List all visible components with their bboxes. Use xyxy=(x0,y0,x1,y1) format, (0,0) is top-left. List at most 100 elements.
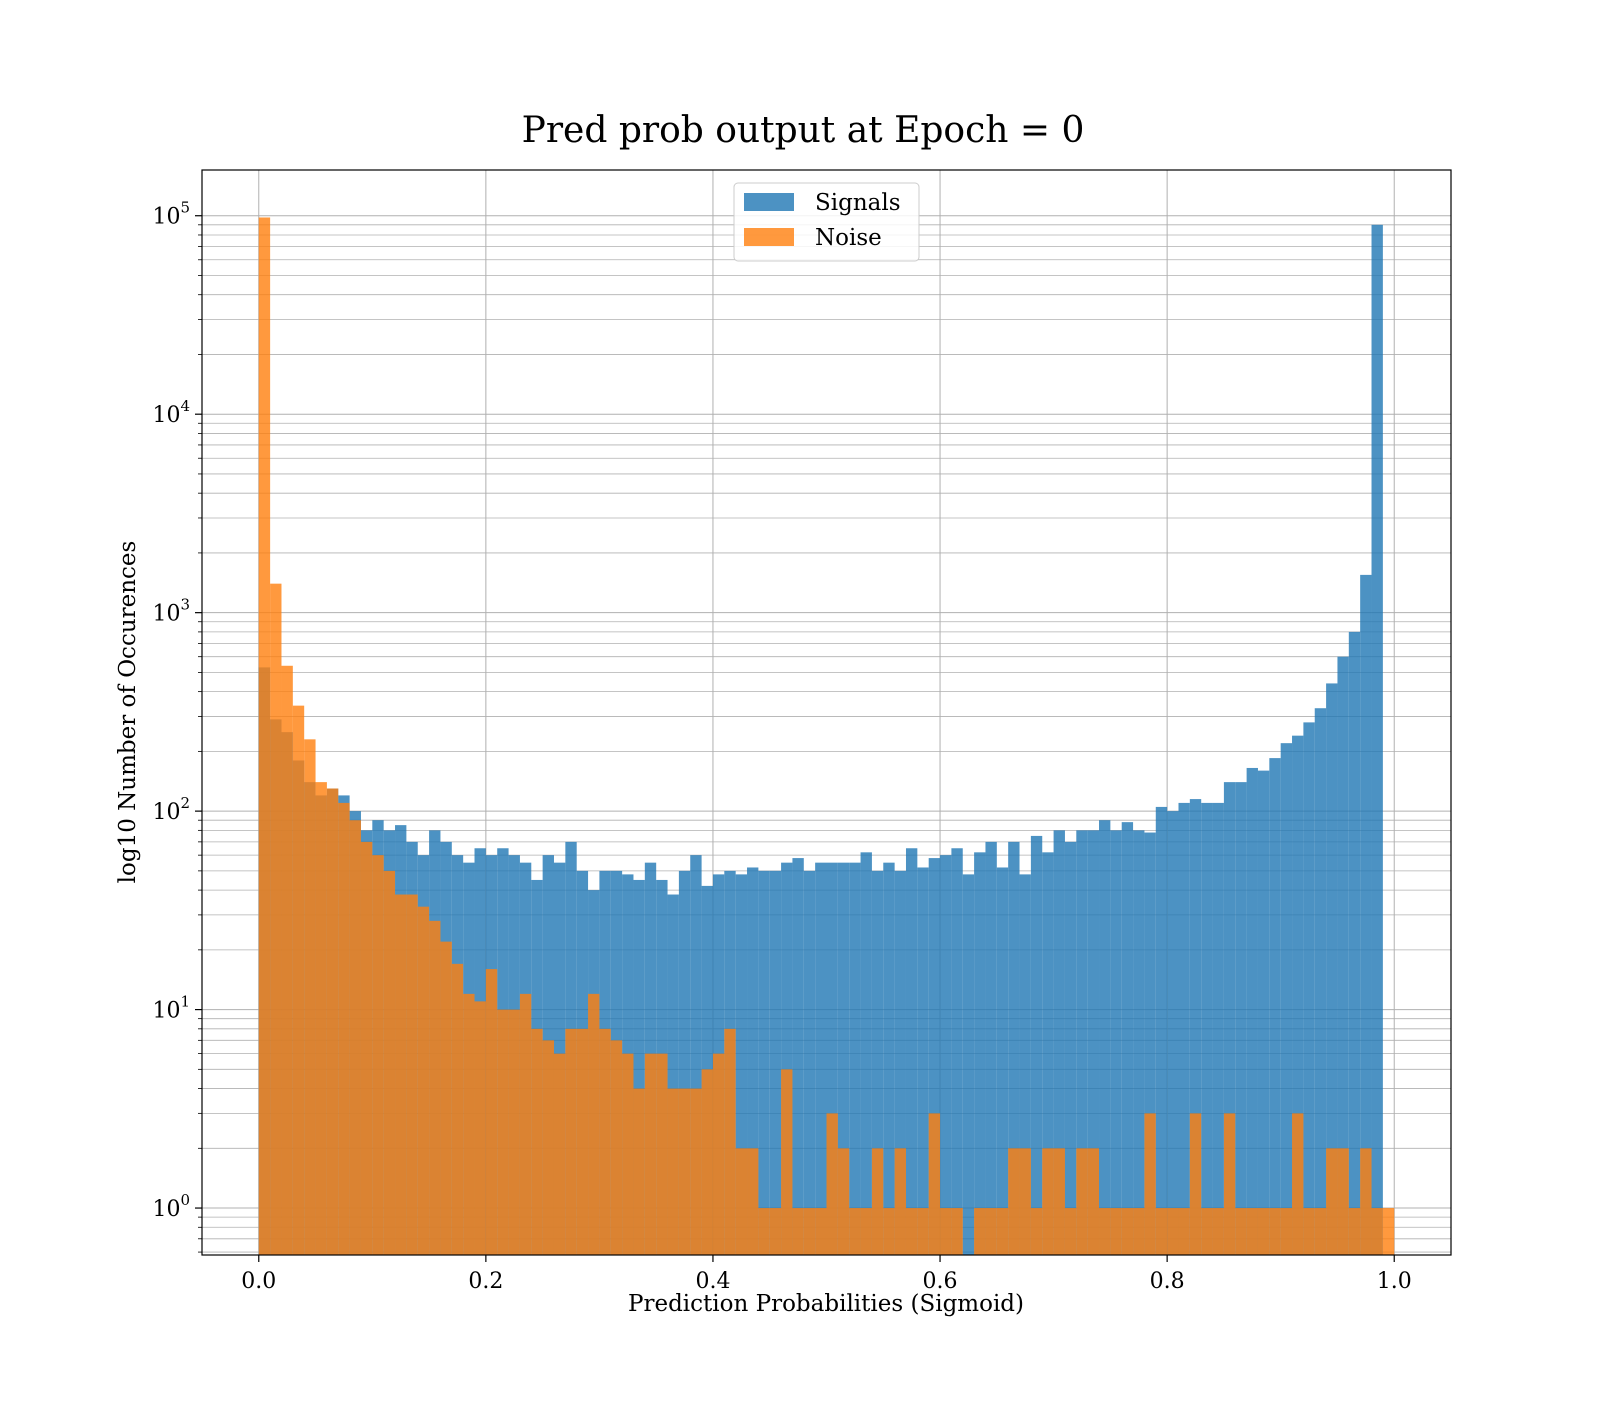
x-tick-label: 0.6 xyxy=(923,1269,958,1294)
histogram-bar xyxy=(985,841,997,1255)
histogram-bar xyxy=(508,1009,520,1255)
histogram-bar xyxy=(1201,1208,1213,1255)
histogram-bar xyxy=(1076,1148,1088,1255)
histogram-bar xyxy=(429,920,441,1255)
histogram-bar xyxy=(1371,224,1383,1256)
histogram-bar xyxy=(1212,802,1224,1255)
histogram-bar xyxy=(996,1208,1009,1255)
histogram-bar xyxy=(815,1208,827,1255)
histogram-bar xyxy=(951,848,963,1255)
histogram-bar xyxy=(565,1028,577,1255)
histogram-bar xyxy=(974,1208,986,1255)
histogram-bar xyxy=(1087,830,1100,1255)
histogram-bar xyxy=(1121,822,1134,1255)
legend-label-signals: Signals xyxy=(815,190,901,216)
histogram-bar xyxy=(849,862,861,1255)
legend: Signals Noise xyxy=(733,182,920,262)
histogram-bar xyxy=(678,870,691,1255)
histogram-bar xyxy=(905,848,918,1255)
histogram-bar xyxy=(985,1208,997,1255)
histogram-bar xyxy=(803,1208,816,1255)
histogram-bar xyxy=(894,1148,906,1255)
histogram-bar xyxy=(1178,1208,1190,1255)
histogram-bar xyxy=(1189,1113,1202,1255)
histogram-bar xyxy=(1280,1208,1293,1255)
histogram-bar xyxy=(1371,1208,1383,1255)
histogram-bar xyxy=(531,1028,543,1255)
series-noise-bars xyxy=(258,217,1395,1256)
histogram-bar xyxy=(1303,1208,1315,1255)
histogram-bar xyxy=(792,1208,804,1255)
histogram-bar xyxy=(837,1148,850,1255)
histogram-bar xyxy=(690,1088,702,1255)
histogram-bar xyxy=(667,894,679,1255)
histogram-bar xyxy=(463,993,475,1255)
histogram-bar xyxy=(1326,683,1338,1255)
histogram-bar xyxy=(1292,1113,1304,1255)
histogram-bar xyxy=(1167,811,1179,1255)
histogram-bar xyxy=(1212,1208,1224,1255)
histogram-bar xyxy=(622,1053,634,1255)
histogram-bar xyxy=(701,1069,713,1255)
histogram-bar xyxy=(769,870,782,1255)
histogram-bar xyxy=(1053,1148,1065,1255)
histogram-bar xyxy=(304,739,316,1255)
histogram-bar xyxy=(1246,767,1258,1255)
histogram-bar xyxy=(644,1053,657,1255)
histogram-bar xyxy=(474,1001,486,1255)
histogram-bar xyxy=(1144,1113,1156,1255)
y-tick-label: 103 xyxy=(152,596,190,627)
histogram-bar xyxy=(1087,1148,1100,1255)
histogram-bar xyxy=(860,1208,872,1255)
histogram-bar xyxy=(678,1088,691,1255)
histogram-bar xyxy=(871,1148,884,1255)
histogram-bar xyxy=(349,820,361,1255)
histogram-bar xyxy=(270,583,282,1255)
histogram-bar xyxy=(974,852,986,1255)
histogram-bar xyxy=(940,1208,952,1255)
histogram-bar xyxy=(1246,1208,1258,1255)
histogram-bar xyxy=(1314,1208,1327,1255)
x-axis-ticks: 0.0 0.2 0.4 0.6 0.8 1.0 xyxy=(241,1255,1412,1294)
y-tick-label: 101 xyxy=(152,993,190,1024)
histogram-bar xyxy=(1064,1208,1077,1255)
histogram-bar xyxy=(747,1148,759,1255)
histogram-bar xyxy=(1303,722,1315,1255)
histogram-bar xyxy=(815,862,827,1255)
histogram-bar xyxy=(826,862,838,1255)
histogram-bar xyxy=(860,852,872,1255)
x-tick-label: 0.2 xyxy=(468,1269,503,1294)
histogram-bar xyxy=(781,1069,793,1255)
histogram-bar xyxy=(758,870,770,1255)
histogram-bar xyxy=(1133,1208,1145,1255)
histogram-bar xyxy=(1360,574,1372,1255)
histogram-bar xyxy=(599,1028,611,1255)
histogram-bar xyxy=(894,870,906,1255)
histogram-bar xyxy=(928,1113,941,1255)
histogram-bars xyxy=(258,217,1395,1256)
histogram-bar xyxy=(1269,1208,1281,1255)
histogram-bar xyxy=(905,1208,918,1255)
histogram-bar xyxy=(1348,1208,1361,1255)
histogram-bar xyxy=(667,1088,679,1255)
histogram-bar xyxy=(417,906,430,1255)
histogram-bar xyxy=(690,855,702,1255)
histogram-bar xyxy=(940,855,952,1255)
histogram-bar xyxy=(758,1208,770,1255)
histogram-bar xyxy=(338,802,350,1255)
histogram-bar xyxy=(1144,832,1156,1255)
histogram-bar xyxy=(769,1208,782,1255)
y-axis-ticks: 100 101 102 103 104 105 xyxy=(152,199,202,1253)
histogram-bar xyxy=(1280,743,1293,1255)
histogram-bar xyxy=(951,1208,963,1255)
histogram-bar xyxy=(633,879,645,1255)
y-axis-label: log10 Number of Occurences xyxy=(115,541,141,884)
histogram-bar xyxy=(724,1028,736,1255)
y-tick-label: 100 xyxy=(152,1191,190,1222)
histogram-bar xyxy=(1110,1208,1122,1255)
histogram-bar xyxy=(849,1208,861,1255)
histogram-bar xyxy=(1042,1148,1054,1255)
histogram-bar xyxy=(656,1053,668,1255)
histogram-bar xyxy=(1155,1208,1168,1255)
